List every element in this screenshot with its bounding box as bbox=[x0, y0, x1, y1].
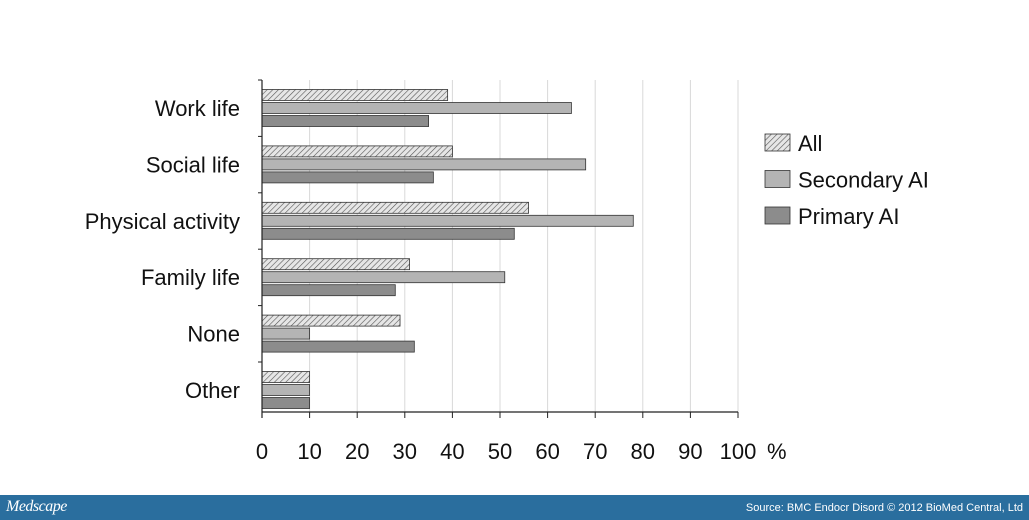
bar-all-none bbox=[261, 314, 401, 327]
bar-all-physical-activity bbox=[261, 201, 529, 214]
x-tick-label-80: 80 bbox=[631, 439, 655, 464]
category-label-other: Other bbox=[185, 378, 240, 403]
bar-secondary-ai-none bbox=[261, 327, 310, 340]
grid-lines bbox=[309, 80, 739, 412]
axes bbox=[258, 79, 739, 418]
bar-all-other bbox=[261, 371, 310, 383]
bar-secondary-ai-work-life bbox=[261, 102, 572, 114]
x-tick-label-20: 20 bbox=[345, 439, 369, 464]
legend-swatch-secondary-ai bbox=[764, 170, 791, 188]
x-tick-label-10: 10 bbox=[297, 439, 321, 464]
legend-label-primary-ai: Primary AI bbox=[798, 204, 899, 229]
chart: Work life Social life Physical activity Fam… bbox=[85, 79, 929, 464]
legend-swatch-primary-ai bbox=[764, 206, 791, 225]
x-tick-label-90: 90 bbox=[678, 439, 702, 464]
x-tick-label-40: 40 bbox=[440, 439, 464, 464]
bar-all-work-life bbox=[261, 89, 449, 101]
x-axis-unit: % bbox=[767, 439, 787, 464]
medscape-logo: Medscape bbox=[6, 498, 67, 515]
legend-label-all: All bbox=[798, 131, 822, 156]
bar-primary-ai-social-life bbox=[261, 171, 434, 184]
bar-primary-ai-work-life bbox=[261, 115, 430, 127]
bar-primary-ai-other bbox=[261, 397, 310, 409]
x-tick-labels: 0 10 20 30 40 50 60 70 80 90 100% bbox=[256, 439, 787, 464]
x-tick-label-30: 30 bbox=[393, 439, 417, 464]
source-credit: Source: BMC Endocr Disord © 2012 BioMed … bbox=[745, 502, 1023, 514]
bar-secondary-ai-family-life bbox=[261, 271, 506, 284]
category-label-physical-activity: Physical activity bbox=[85, 209, 240, 234]
bar-primary-ai-family-life bbox=[261, 284, 396, 297]
legend-label-secondary-ai: Secondary AI bbox=[798, 168, 929, 193]
bar-primary-ai-none bbox=[261, 340, 415, 353]
x-tick-label-50: 50 bbox=[488, 439, 512, 464]
bar-all-family-life bbox=[261, 258, 410, 271]
bar-primary-ai-physical-activity bbox=[261, 227, 515, 240]
bar-secondary-ai-physical-activity bbox=[261, 214, 634, 227]
bar-secondary-ai-social-life bbox=[261, 158, 587, 171]
bar-all-social-life bbox=[261, 145, 453, 158]
category-label-none: None bbox=[187, 322, 240, 347]
legend-swatch-all bbox=[764, 133, 791, 152]
x-tick-label-100: 100 bbox=[720, 439, 757, 464]
category-labels: Work life Social life Physical activity Fam… bbox=[85, 96, 240, 403]
bar-secondary-ai-other bbox=[261, 384, 310, 396]
x-tick-label-60: 60 bbox=[535, 439, 559, 464]
category-label-family-life: Family life bbox=[141, 265, 240, 290]
category-label-work-life: Work life bbox=[155, 96, 240, 121]
category-label-social-life: Social life bbox=[146, 152, 240, 177]
bars bbox=[261, 89, 634, 409]
legend: All Secondary AI Primary AI bbox=[764, 131, 929, 229]
footer-bar: Medscape Source: BMC Endocr Disord © 201… bbox=[0, 495, 1029, 520]
x-tick-label-70: 70 bbox=[583, 439, 607, 464]
x-tick-label-0: 0 bbox=[256, 439, 268, 464]
